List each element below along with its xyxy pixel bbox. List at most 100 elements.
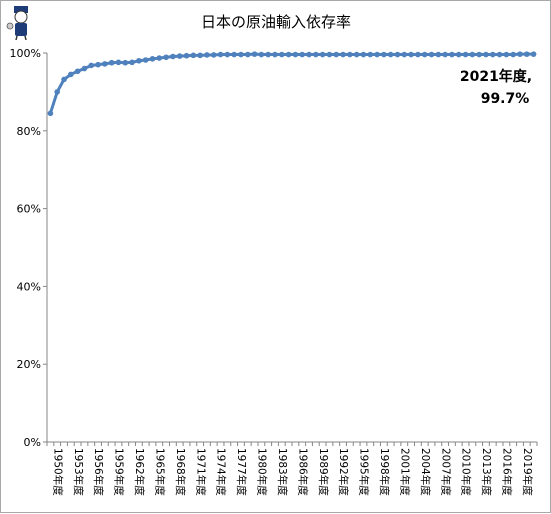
mascot-hand xyxy=(6,22,14,30)
data-point xyxy=(251,51,258,57)
data-point xyxy=(231,51,237,58)
data-point xyxy=(265,51,271,58)
data-point xyxy=(81,65,88,72)
data-point xyxy=(517,51,523,57)
data-point xyxy=(442,51,448,58)
x-axis-labels: 1950年度 1953年度 1956年度 1959年度 1962年度 1965年度 1968… xyxy=(51,448,534,496)
x-tick-label: 2013年度 xyxy=(480,448,493,496)
data-point xyxy=(333,51,340,58)
data-point xyxy=(74,68,81,75)
data-point xyxy=(299,51,306,58)
x-tick-label: 1995年度 xyxy=(358,448,371,496)
data-point xyxy=(476,51,482,58)
x-tick-label: 1950年度 xyxy=(51,448,64,496)
data-point xyxy=(510,51,516,58)
data-point xyxy=(496,51,503,58)
data-point xyxy=(353,51,360,58)
data-point xyxy=(462,51,469,58)
data-point xyxy=(387,51,394,58)
data-point xyxy=(68,71,74,78)
x-tick-label: 1962年度 xyxy=(133,448,146,496)
data-point xyxy=(428,51,435,58)
data-point xyxy=(122,59,129,66)
data-point xyxy=(292,51,299,58)
data-point xyxy=(503,51,510,58)
data-point xyxy=(102,61,108,67)
x-tick-label: 2004年度 xyxy=(419,448,432,496)
data-point xyxy=(313,51,319,58)
x-tick-label: 1971年度 xyxy=(194,448,207,496)
data-point xyxy=(136,57,142,64)
data-point xyxy=(469,51,476,58)
mascot-leg-right xyxy=(24,35,27,41)
data-point xyxy=(142,57,149,63)
data-point xyxy=(272,51,278,58)
y-tick-label: 20% xyxy=(17,358,41,371)
data-point xyxy=(340,51,346,58)
data-point xyxy=(326,51,333,58)
mascot-hat xyxy=(14,6,28,13)
data-point xyxy=(217,51,224,58)
data-point xyxy=(149,56,156,62)
x-tick-label: 1977年度 xyxy=(235,448,248,496)
x-tick-label: 2007年度 xyxy=(439,448,452,496)
x-tick-label: 1998年度 xyxy=(378,448,391,496)
data-point xyxy=(61,76,67,83)
x-tick-label: 1956年度 xyxy=(92,448,105,496)
data-point xyxy=(176,53,183,59)
x-tick-label: 2010年度 xyxy=(460,448,473,496)
data-point xyxy=(54,89,61,95)
data-point xyxy=(367,51,374,58)
x-tick-label: 2019年度 xyxy=(521,448,534,496)
data-point xyxy=(197,52,203,59)
x-tick-label: 1989年度 xyxy=(317,448,330,496)
x-tick-label: 1980年度 xyxy=(256,448,269,496)
data-point xyxy=(88,62,95,69)
data-point xyxy=(47,110,54,117)
x-tick-label: 1953年度 xyxy=(72,448,85,496)
data-point xyxy=(115,59,122,66)
data-point xyxy=(449,51,455,58)
data-point xyxy=(224,51,231,58)
data-point xyxy=(108,59,115,66)
mascot-head xyxy=(14,10,28,24)
data-point xyxy=(190,52,197,59)
data-point xyxy=(156,55,163,61)
annotation-value: 99.7% xyxy=(481,91,530,107)
data-point xyxy=(95,61,101,68)
data-point xyxy=(408,51,414,58)
data-point xyxy=(394,51,401,58)
y-tick-label: 40% xyxy=(17,280,41,293)
data-point xyxy=(489,51,496,58)
data-point xyxy=(374,51,380,58)
data-point xyxy=(483,51,489,58)
x-tick-label: 2001年度 xyxy=(398,448,411,496)
data-point xyxy=(183,52,190,59)
data-point xyxy=(163,54,169,61)
mascot-logo-icon xyxy=(6,6,28,41)
x-axis-ticks xyxy=(46,442,538,446)
y-tick-label: 80% xyxy=(17,125,41,138)
data-point xyxy=(319,51,326,58)
data-point xyxy=(401,51,408,58)
mascot-leg-left xyxy=(15,35,18,41)
x-tick-label: 1992年度 xyxy=(337,448,350,496)
data-point xyxy=(306,51,312,58)
data-point xyxy=(435,51,442,58)
data-point xyxy=(204,52,210,58)
mascot-body xyxy=(15,23,27,36)
data-point xyxy=(455,51,462,58)
y-tick-label: 0% xyxy=(24,436,41,449)
chart-title: 日本の原油輸入依存率 xyxy=(201,13,351,31)
x-tick-label: 1968年度 xyxy=(174,448,187,496)
x-tick-label: 1986年度 xyxy=(296,448,309,496)
annotation-year: 2021年度, xyxy=(460,68,532,85)
y-tick-label: 100% xyxy=(10,47,41,60)
data-point xyxy=(170,53,176,60)
data-point xyxy=(421,51,428,58)
y-axis-ticks: 0% 20% 40% 60% 80% 100% xyxy=(10,47,47,449)
y-tick-label: 60% xyxy=(17,203,41,216)
x-tick-label: 1965年度 xyxy=(153,448,166,496)
